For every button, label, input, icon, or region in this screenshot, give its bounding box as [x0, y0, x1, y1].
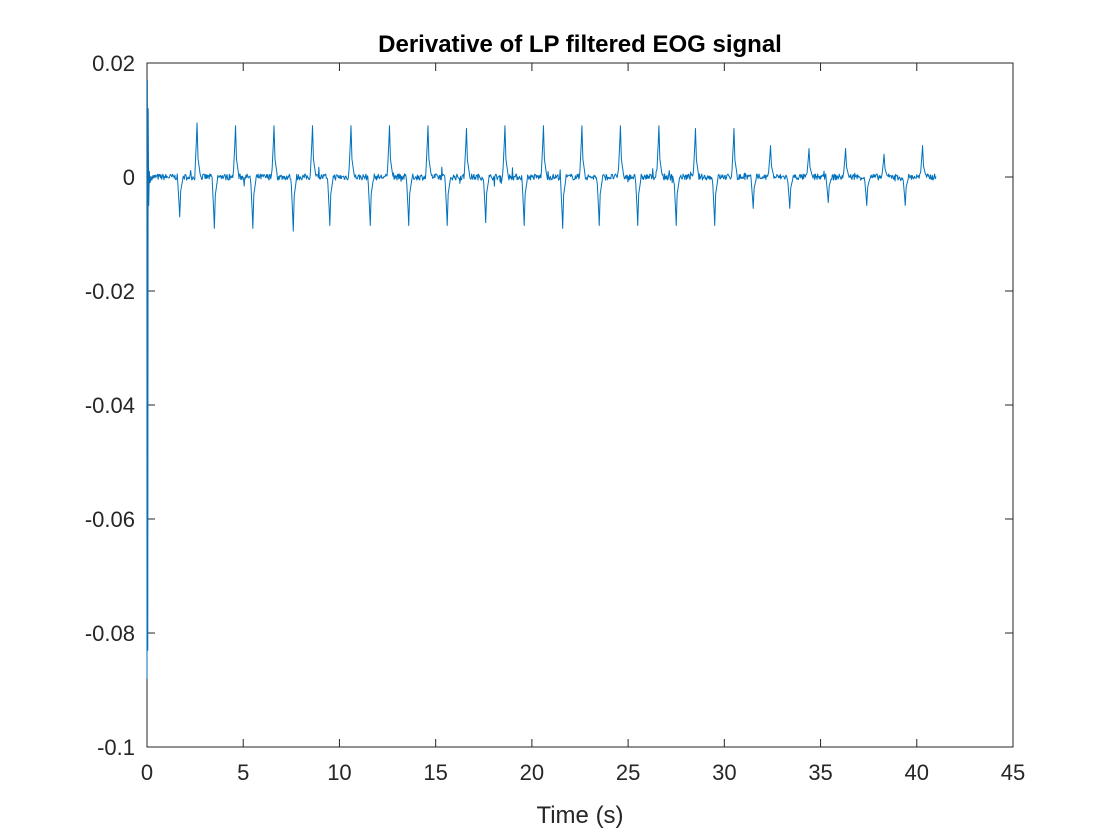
x-tick-label: 15	[423, 760, 447, 785]
y-tick-label: -0.02	[85, 279, 135, 304]
y-tick-label: 0	[123, 165, 135, 190]
y-tick-label: 0.02	[92, 51, 135, 76]
x-tick-label: 45	[1001, 760, 1025, 785]
x-tick-label: 5	[237, 760, 249, 785]
x-axis-title: Time (s)	[536, 802, 623, 829]
axes-box	[146, 62, 1014, 748]
x-tick-label: 0	[141, 760, 153, 785]
plot-area	[146, 62, 1014, 748]
x-tick-label: 40	[905, 760, 929, 785]
x-tick-label: 10	[327, 760, 351, 785]
chart-title: Derivative of LP filtered EOG signal	[378, 31, 782, 58]
x-tick-label: 35	[808, 760, 832, 785]
x-tick-label: 25	[616, 760, 640, 785]
data-layer	[146, 79, 937, 679]
y-tick-label: -0.06	[85, 507, 135, 532]
y-tick-label: -0.08	[85, 621, 135, 646]
y-tick-label: -0.1	[97, 735, 135, 760]
x-tick-labels: 0 5 10 15 20 25 30 35 40 45	[141, 760, 1025, 785]
x-tick-label: 20	[520, 760, 544, 785]
signal-line	[146, 79, 937, 679]
x-tick-label: 30	[712, 760, 736, 785]
y-tick-label: -0.04	[85, 393, 135, 418]
y-tick-labels: -0.1 -0.08 -0.06 -0.04 -0.02 0 0.02	[85, 51, 135, 760]
